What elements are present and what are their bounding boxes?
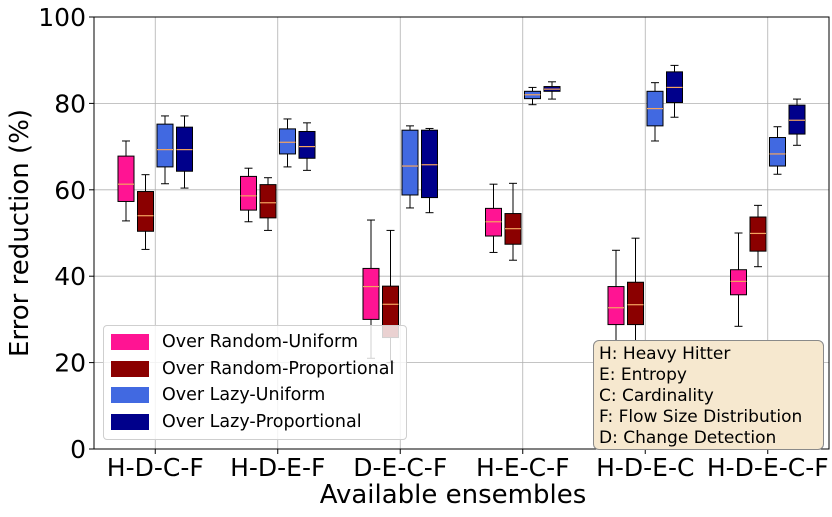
box-3-0 [176,115,193,189]
x-tick-label: H-D-C-F [107,453,204,482]
plot-frame [93,16,830,450]
box-0-5 [730,232,747,327]
box-iqr [627,281,644,326]
legend-item: Over Lazy-Uniform [111,382,406,409]
box-3-5 [788,98,806,146]
box-iqr [362,267,380,320]
abbreviation-annotation: H: Heavy Hitter E: Entropy C: Cardinalit… [593,340,824,450]
y-tick-label: 40 [54,262,86,291]
box-2-3 [524,86,541,106]
x-tick-label: H-D-E-F [230,453,325,482]
box-iqr [788,104,806,135]
box-iqr [279,128,296,155]
box-0-0 [117,140,135,222]
box-iqr [156,123,174,168]
y-axis-title: Error reduction (%) [5,109,35,357]
legend-label: Over Random-Proportional [162,358,395,379]
box-3-3 [543,81,561,100]
y-tick-label: 80 [54,89,86,118]
box-iqr [240,175,257,211]
box-2-0 [156,115,174,185]
box-1-5 [749,204,767,268]
y-tick-label: 0 [70,435,86,464]
box-1-0 [137,174,154,250]
x-tick-label: H-E-C-F [476,453,570,482]
annotation-line: F: Flow Size Distribution [599,407,803,427]
annotation-line: H: Heavy Hitter [599,344,731,364]
legend-swatch-lazy-proportional [111,413,149,430]
box-1-3 [504,182,522,261]
legend-label: Over Lazy-Proportional [162,411,362,432]
y-tick-label: 20 [54,349,86,378]
annotation-line: C: Cardinality [599,386,714,406]
legend-item: Over Random-Proportional [111,356,406,383]
box-3-1 [298,122,316,171]
box-0-3 [485,183,502,253]
box-iqr [401,129,419,196]
legend-label: Over Random-Uniform [162,332,358,353]
box-2-5 [769,126,786,175]
box-1-1 [259,177,277,231]
annotation-line: D: Change Detection [599,428,777,448]
box-3-4 [666,64,683,118]
box-iqr [730,269,747,296]
box-iqr [137,191,154,232]
legend-item: Over Lazy-Proportional [111,409,406,436]
box-0-1 [240,167,257,223]
legend-swatch-lazy-uniform [111,387,149,404]
legend-item: Over Random-Uniform [111,329,406,356]
x-axis-ticks: H-D-C-F H-D-E-F D-E-C-F H-E-C-F H-D-E-C H-D-E… [107,449,829,482]
box-iqr [749,216,767,252]
y-tick-label: 60 [54,176,86,205]
box-iqr [607,286,625,326]
x-tick-label: D-E-C-F [353,453,447,482]
box-3-2 [421,127,438,214]
box-iqr [421,129,438,199]
x-tick-label: H-D-E-C [596,453,694,482]
y-axis-ticks: 0 20 40 60 80 100 [38,3,94,464]
box-iqr [298,130,316,159]
legend-swatch-random-proportional [111,360,149,377]
x-axis-title: Available ensembles [320,480,587,510]
legend-swatch-random-uniform [111,334,149,351]
x-tick-label: H-D-E-C-F [707,453,829,482]
box-plot-marks [117,64,806,364]
box-2-4 [646,82,664,142]
box-2-2 [401,125,419,209]
legend: Over Random-Uniform Over Random-Proporti… [103,325,407,440]
annotation-line: E: Entropy [599,365,687,385]
box-2-1 [279,118,296,168]
box-iqr [259,184,277,219]
box-iqr [117,155,135,202]
legend-label: Over Lazy-Uniform [162,385,326,406]
y-tick-label: 100 [38,3,86,32]
box-iqr [769,137,786,167]
